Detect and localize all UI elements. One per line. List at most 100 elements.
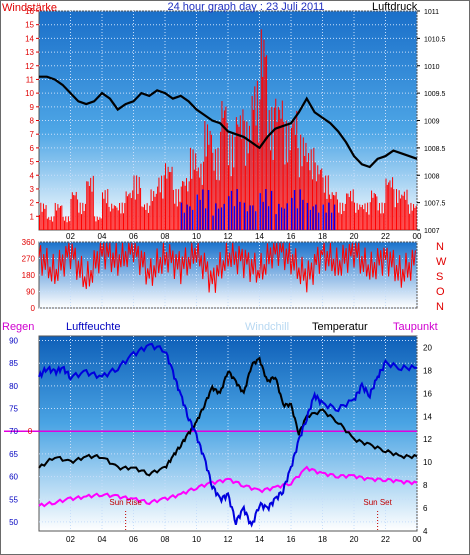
wind-speed-bar: [77, 199, 79, 230]
wind-speed-bar: [116, 207, 118, 230]
top-right-axis-title: Luftdruck: [372, 1, 418, 13]
wind-speed-bar: [377, 210, 379, 230]
wind-speed-bar: [410, 202, 412, 230]
wind-gust-bar: [228, 196, 230, 230]
wind-speed-bar: [133, 175, 135, 230]
top-right-tick-label: 1009.5: [424, 91, 446, 98]
wind-speed-bar: [176, 206, 178, 230]
wind-speed-bar: [102, 192, 104, 230]
wind-speed-bar: [398, 190, 400, 230]
top-left-tick-label: 3: [30, 185, 35, 194]
mid-left-tick-label: 360: [22, 238, 36, 247]
wind-speed-bar: [357, 209, 359, 230]
wind-speed-bar: [242, 109, 244, 230]
wind-speed-bar: [280, 118, 282, 230]
wind-speed-bar: [192, 149, 194, 230]
top-left-tick-label: 5: [30, 158, 35, 167]
bot-x-tick-label: 00: [413, 535, 422, 544]
wind-speed-bar: [109, 211, 111, 230]
bot-x-tick-label: 10: [192, 535, 201, 544]
wind-speed-bar: [149, 205, 151, 230]
compass-direction-label: S: [436, 271, 443, 283]
wind-speed-bar: [298, 177, 300, 230]
compass-direction-label: N: [436, 301, 444, 313]
wind-speed-bar: [168, 172, 170, 230]
wind-gust-bar: [265, 189, 267, 230]
wind-speed-bar: [142, 207, 144, 230]
bot-left-tick-label: 75: [9, 405, 18, 414]
bottom-series: [4, 342, 418, 531]
wind-speed-bar: [56, 210, 58, 230]
legend-taupunkt: Taupunkt: [393, 321, 438, 333]
wind-speed-bar: [414, 207, 416, 230]
wind-speed-bar: [99, 217, 101, 230]
wind-speed-bar: [157, 186, 159, 230]
wind-gust-bar: [299, 189, 301, 230]
wind-speed-bar: [415, 205, 417, 230]
wind-speed-bar: [350, 190, 352, 230]
wind-speed-bar: [346, 193, 348, 230]
wind-speed-bar: [217, 147, 219, 230]
wind-speed-bar: [125, 191, 127, 230]
wind-gust-bar: [286, 203, 288, 230]
mid-left-tick-label: 180: [22, 271, 36, 280]
wind-speed-bar: [178, 189, 180, 230]
wind-speed-bar: [262, 76, 264, 230]
top-x-tick-label: 20: [350, 232, 359, 241]
wind-gust-bar: [220, 207, 223, 230]
wind-speed-bar: [49, 220, 51, 230]
wind-speed-bar: [344, 203, 346, 230]
wind-gust-bar: [217, 208, 220, 230]
wind-speed-bar: [113, 205, 115, 230]
bot-x-tick-label: 18: [318, 535, 327, 544]
wind-speed-bar: [144, 204, 146, 230]
wind-gust-bar: [315, 204, 317, 230]
wind-speed-bar: [69, 221, 71, 230]
mid-left-tick-label: 0: [31, 304, 36, 313]
wind-speed-bar: [167, 166, 169, 230]
wind-speed-bar: [98, 219, 100, 230]
wind-speed-bar: [297, 148, 299, 230]
legend-luftfeuchte: Luftfeuchte: [66, 321, 120, 333]
wind-speed-bar: [65, 216, 67, 230]
wind-speed-bar: [153, 191, 155, 230]
top-left-tick-label: 1: [30, 212, 35, 221]
wind-speed-bar: [309, 170, 311, 230]
wind-speed-bar: [155, 193, 157, 230]
wind-speed-bar: [285, 120, 287, 230]
wind-speed-bar: [184, 185, 186, 230]
legend-windchill: Windchill: [245, 321, 289, 333]
wind-speed-bar: [207, 124, 209, 230]
wind-speed-bar: [179, 201, 181, 230]
wind-speed-bar: [195, 153, 197, 230]
wind-speed-bar: [403, 191, 405, 230]
wind-speed-bar: [221, 100, 223, 230]
wind-speed-bar: [50, 216, 52, 230]
wind-gust-bar: [328, 202, 330, 230]
wind-speed-bar: [389, 180, 391, 230]
bot-right-tick-label: 4: [423, 527, 428, 536]
wind-speed-bar: [276, 122, 278, 230]
top-x-tick-label: 08: [161, 232, 170, 241]
wind-speed-bar: [84, 203, 86, 230]
wind-speed-bar: [83, 210, 85, 230]
wind-speed-bar: [205, 156, 207, 230]
top-left-axis-title: Windstärke: [2, 2, 57, 14]
wind-speed-bar: [107, 189, 109, 230]
wind-speed-bar: [319, 169, 321, 230]
wind-speed-bar: [394, 207, 396, 230]
wind-speed-bar: [79, 202, 81, 230]
wind-speed-bar: [222, 117, 224, 230]
wind-speed-bar: [409, 213, 411, 230]
top-right-tick-label: 1010: [424, 64, 440, 71]
top-x-tick-label: 12: [224, 232, 233, 241]
wind-speed-bar: [293, 117, 295, 230]
wind-speed-bar: [407, 204, 409, 230]
bot-right-tick-label: 10: [423, 458, 432, 467]
bot-right-tick-label: 8: [423, 481, 428, 490]
wind-speed-bar: [151, 201, 153, 230]
wind-speed-bar: [104, 190, 106, 230]
wind-speed-bar: [310, 149, 312, 230]
bot-x-tick-label: 20: [350, 535, 359, 544]
